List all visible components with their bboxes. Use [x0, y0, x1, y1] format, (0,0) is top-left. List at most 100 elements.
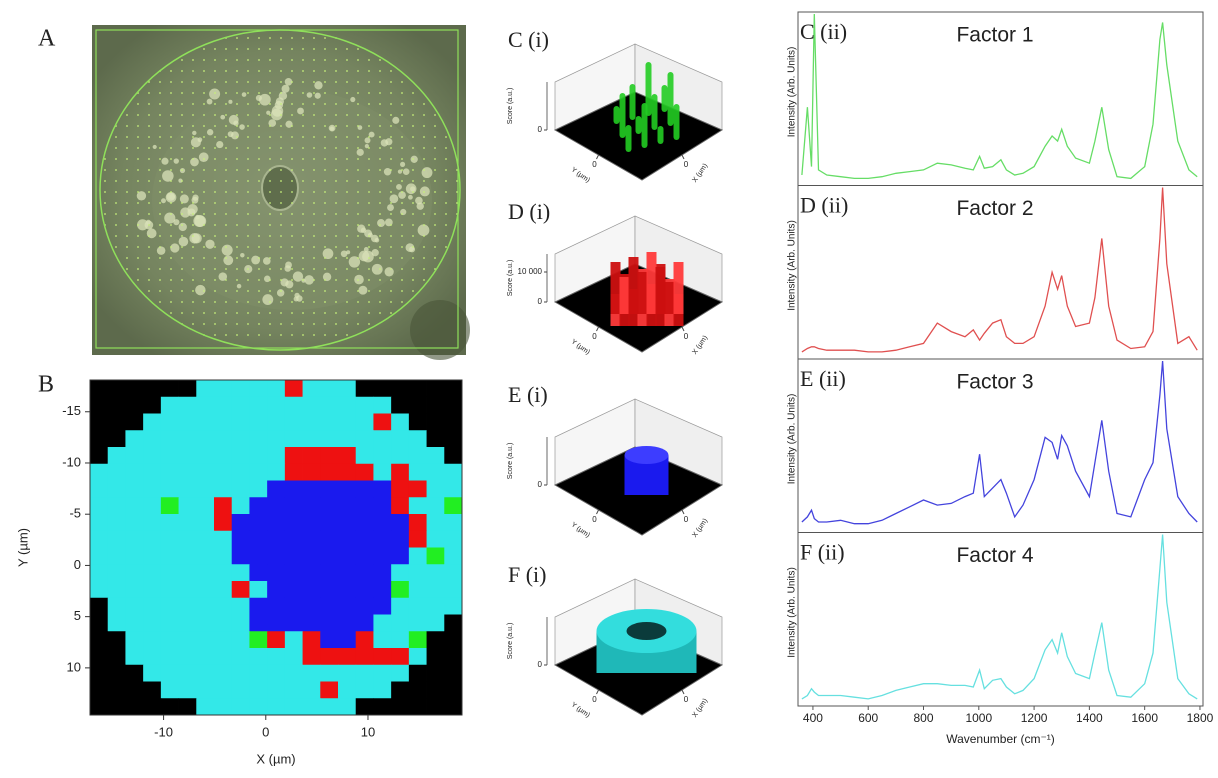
map-cell — [444, 631, 462, 648]
grid-dot — [324, 59, 326, 61]
grid-dot — [181, 59, 183, 61]
map-cell — [303, 414, 321, 431]
map-cell — [303, 531, 321, 548]
map-cell — [444, 380, 462, 397]
grid-dot — [324, 246, 326, 248]
grid-dot — [269, 191, 271, 193]
z-axis-label: Score (a.u.) — [507, 260, 514, 297]
grid-dot — [236, 180, 238, 182]
grid-dot — [390, 70, 392, 72]
grid-dot — [412, 279, 414, 281]
map-cell — [356, 447, 374, 464]
map-cell — [338, 682, 356, 699]
map-cell — [161, 598, 179, 615]
map-cell — [249, 464, 267, 481]
granule — [422, 167, 433, 178]
map-cell — [356, 615, 374, 632]
grid-dot — [313, 92, 315, 94]
grid-dot — [412, 92, 414, 94]
grid-dot — [335, 334, 337, 336]
map-cell — [391, 598, 409, 615]
grid-dot — [357, 114, 359, 116]
map-cell — [338, 631, 356, 648]
map-cell — [232, 648, 250, 665]
grid-dot — [302, 312, 304, 314]
grid-dot — [247, 257, 249, 259]
map-cell — [125, 380, 143, 397]
map-cell — [143, 531, 161, 548]
map-cell — [373, 514, 391, 531]
grid-dot — [148, 92, 150, 94]
granule — [161, 158, 168, 165]
grid-dot — [258, 334, 260, 336]
grid-dot — [181, 235, 183, 237]
grid-dot — [280, 125, 282, 127]
grid-dot — [335, 92, 337, 94]
grid-dot — [291, 301, 293, 303]
grid-dot — [236, 147, 238, 149]
grid-dot — [137, 169, 139, 171]
granule — [296, 295, 302, 301]
map-cell — [143, 481, 161, 498]
map-cell — [356, 531, 374, 548]
grid-dot — [324, 37, 326, 39]
grid-dot — [324, 92, 326, 94]
grid-dot — [423, 268, 425, 270]
grid-dot — [324, 323, 326, 325]
map-cell — [303, 581, 321, 598]
grid-dot — [203, 191, 205, 193]
granule — [146, 220, 151, 225]
grid-dot — [258, 37, 260, 39]
map-cell — [427, 414, 445, 431]
grid-dot — [379, 312, 381, 314]
grid-dot — [401, 103, 403, 105]
map-cell — [249, 514, 267, 531]
grid-dot — [280, 92, 282, 94]
grid-dot — [379, 213, 381, 215]
grid-dot — [225, 59, 227, 61]
grid-dot — [445, 235, 447, 237]
map-cell — [356, 481, 374, 498]
grid-dot — [280, 59, 282, 61]
grid-dot — [313, 114, 315, 116]
microscope-image: A — [38, 25, 470, 360]
map-cell — [391, 548, 409, 565]
grid-dot — [181, 70, 183, 72]
map-cell — [391, 380, 409, 397]
map-cell — [285, 581, 303, 598]
map-cell — [373, 481, 391, 498]
grid-dot — [203, 147, 205, 149]
grid-dot — [324, 125, 326, 127]
grid-dot — [247, 246, 249, 248]
map-cell — [285, 598, 303, 615]
z-tick-label: 0 — [538, 297, 543, 306]
grid-dot — [225, 191, 227, 193]
grid-dot — [247, 202, 249, 204]
grid-dot — [401, 169, 403, 171]
grid-dot — [126, 246, 128, 248]
grid-dot — [423, 169, 425, 171]
map-cell — [338, 430, 356, 447]
y-tick-label: 10 — [67, 659, 81, 674]
grid-dot — [137, 202, 139, 204]
grid-dot — [368, 70, 370, 72]
grid-dot — [214, 158, 216, 160]
grid-dot — [258, 114, 260, 116]
map-cell — [338, 447, 356, 464]
grid-dot — [181, 180, 183, 182]
grid-dot — [159, 180, 161, 182]
grid-dot — [203, 81, 205, 83]
grid-dot — [291, 92, 293, 94]
map-cell — [232, 581, 250, 598]
grid-dot — [247, 37, 249, 39]
grid-dot — [280, 301, 282, 303]
grid-dot — [280, 158, 282, 160]
grid-dot — [412, 191, 414, 193]
map-cell — [143, 548, 161, 565]
grid-dot — [258, 246, 260, 248]
granule — [237, 284, 242, 289]
granule — [162, 170, 174, 182]
map-cell — [444, 581, 462, 598]
grid-dot — [390, 136, 392, 138]
grid-dot — [390, 279, 392, 281]
